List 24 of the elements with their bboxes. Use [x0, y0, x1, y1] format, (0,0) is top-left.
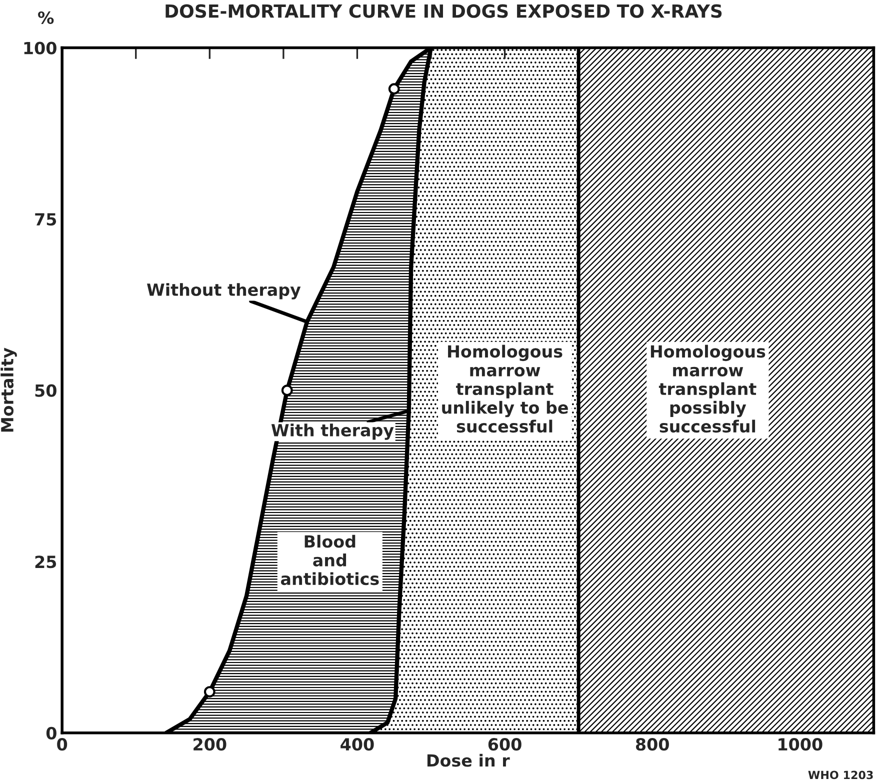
x-tick-label: 600 — [488, 738, 522, 751]
x-tick-label: 1000 — [778, 738, 822, 751]
band-label: Homologous marrow transplant possibly successful — [650, 344, 766, 433]
y-tick-label: 0 — [46, 726, 56, 740]
x-tick-label: 200 — [194, 738, 226, 751]
x-tick-label: 0 — [57, 738, 68, 751]
y-axis-title: Mortality — [0, 348, 17, 432]
y-tick-label: 100 — [24, 42, 56, 54]
legend-label: With therapy — [271, 424, 394, 440]
x-axis-title: Dose in r — [427, 754, 510, 767]
x-tick-label: 800 — [636, 738, 669, 751]
text: WHO 1203 — [808, 770, 873, 780]
x-tick-label: 400 — [340, 738, 374, 751]
text: % — [38, 11, 54, 24]
y-tick-label: 75 — [35, 213, 56, 226]
point — [204, 686, 216, 698]
y-tick-label: 50 — [35, 384, 56, 397]
point — [281, 384, 293, 396]
band-label: Homologous marrow transplant unlikely to be successful — [442, 344, 568, 433]
annotation: Blood and antibiotics — [280, 534, 379, 586]
chart-title: DOSE-MORTALITY CURVE IN DOGS EXPOSED TO X-RAYS — [166, 4, 722, 18]
series-label: Without therapy — [147, 283, 301, 300]
y-tick-label: 25 — [35, 556, 56, 568]
point — [388, 83, 400, 95]
